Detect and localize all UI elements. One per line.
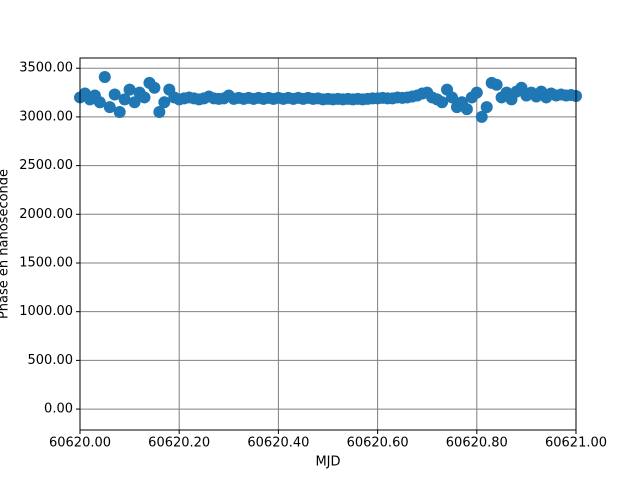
y-tick-label: 0.00 — [44, 402, 73, 417]
data-point — [475, 110, 488, 123]
data-point — [436, 96, 449, 109]
x-tick-label: 60621.00 — [545, 436, 607, 451]
x-axis-label: MJD — [315, 455, 340, 470]
data-point — [460, 103, 473, 116]
x-tick-label: 60620.00 — [49, 436, 111, 451]
data-point — [446, 91, 458, 104]
data-point — [153, 106, 166, 119]
data-point — [490, 78, 503, 91]
data-point — [470, 86, 483, 99]
data-point — [103, 101, 116, 114]
data-point — [138, 91, 151, 104]
data-point — [128, 96, 141, 109]
plot-frame — [79, 57, 577, 431]
data-point — [98, 70, 111, 83]
y-tick-label: 3000.00 — [19, 109, 73, 124]
x-tick-label: 60620.60 — [347, 436, 409, 451]
data-point — [108, 88, 121, 101]
data-point — [123, 83, 136, 96]
y-tick-label: 2000.00 — [19, 207, 73, 222]
y-tick-label: 2500.00 — [19, 158, 73, 173]
y-tick-label: 3500.00 — [19, 61, 73, 76]
y-tick-label: 1000.00 — [19, 304, 73, 319]
x-tick-label: 60620.20 — [148, 436, 210, 451]
data-point — [148, 81, 161, 94]
y-axis-label: Phase en nanoseconde — [0, 169, 12, 319]
data-point — [480, 101, 493, 114]
x-tick-label: 60620.40 — [247, 436, 309, 451]
y-tick-label: 1500.00 — [19, 255, 73, 270]
x-tick-label: 60620.80 — [446, 436, 508, 451]
y-tick-label: 500.00 — [28, 353, 74, 368]
data-point — [118, 93, 131, 106]
data-point — [113, 106, 126, 119]
data-point — [93, 96, 106, 109]
data-point — [158, 96, 171, 109]
